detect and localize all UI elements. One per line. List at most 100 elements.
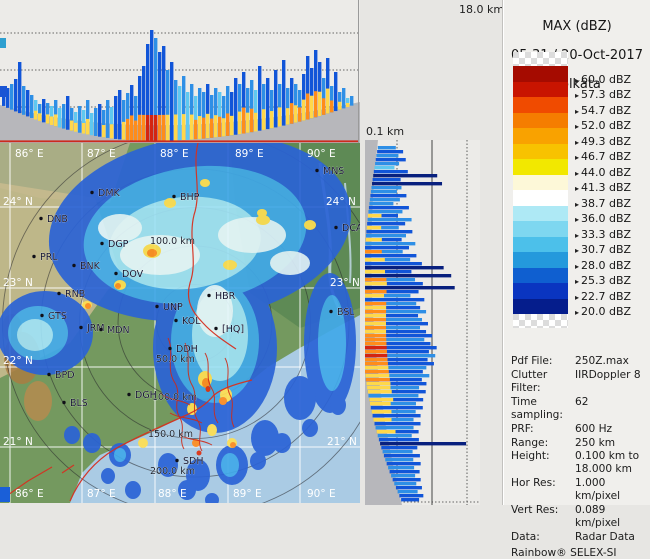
station-label: GTS (48, 311, 67, 322)
xsec-bar (98, 104, 101, 137)
station-dot (79, 326, 82, 329)
xsec-bar (262, 109, 265, 130)
lon-label: 86° E (15, 148, 44, 160)
xsec-bar (326, 89, 329, 114)
metadata-label: PRF: (511, 423, 575, 436)
range-ring-label: 100.0 km (150, 236, 195, 247)
xsec-bar (377, 430, 396, 433)
xsec-bar (381, 446, 417, 449)
station-dot (72, 264, 75, 267)
xsec-bar (258, 66, 261, 131)
legend-value-label: ▸57.3 dBZ (575, 88, 631, 101)
xsec-bar (375, 162, 399, 165)
lon-label: 89° E (235, 148, 264, 160)
xsec-bar (142, 115, 145, 141)
station-dot (62, 401, 65, 404)
xsec-bar (365, 302, 386, 305)
xsec-bar (368, 394, 418, 397)
xsec-bar (318, 92, 321, 116)
xsec-bar (222, 118, 225, 136)
legend-value-label: ▸25.3 dBZ (575, 274, 631, 287)
metadata-row: Height:0.100 km to 18.000 km (511, 450, 649, 476)
legend-row: ▸60.0 dBZ (513, 66, 649, 82)
station-dot (39, 217, 42, 220)
xsec-bar (290, 103, 293, 124)
xsec-bar (384, 454, 420, 457)
xsec-bar (114, 96, 117, 139)
metadata-row: Pdf File:250Z.max (511, 355, 649, 368)
xsec-bar (334, 72, 337, 111)
station-dot (168, 347, 171, 350)
lat-label: 23° N (330, 277, 360, 289)
xsec-bar (365, 346, 387, 349)
xsec-bar (46, 114, 49, 123)
xsec-bar (365, 366, 388, 369)
xsec-bar (365, 254, 416, 257)
station-label: DGH (135, 390, 157, 401)
xsec-bar (372, 182, 442, 185)
xsec-bar (90, 113, 93, 135)
xsec-bar (206, 114, 209, 138)
station-label: DNB (47, 214, 68, 225)
xsec-bar (368, 210, 402, 213)
legend-value-label: ▸33.3 dBZ (575, 228, 631, 241)
station-dot (334, 226, 337, 229)
legend-value-label: ▸52.0 dBZ (575, 119, 631, 132)
legend-swatch (513, 206, 568, 222)
xsec-bar (373, 414, 421, 417)
xsec-bar (266, 78, 269, 129)
legend-swatch (513, 82, 568, 98)
metadata-row: Data:Radar Data (511, 531, 649, 544)
lat-label: 24° N (3, 196, 33, 208)
xsec-bar (338, 102, 341, 110)
xsec-bar (369, 206, 409, 209)
station-dot (214, 327, 217, 330)
legend-swatch (513, 299, 568, 315)
xsec-bar (365, 354, 387, 357)
xsec-bar (134, 121, 137, 141)
xsec-bar (365, 298, 424, 301)
xsec-bar (365, 374, 389, 377)
station-dot (40, 314, 43, 317)
metadata-label: Time sampling: (511, 396, 575, 422)
station-label: RNB (65, 289, 85, 300)
xsec-bar (373, 178, 401, 181)
metadata-value: 62 (575, 396, 588, 422)
xsec-bar (314, 91, 317, 117)
xsec-bar (365, 270, 385, 273)
legend-value-label: ▸44.0 dBZ (575, 166, 631, 179)
station-dot (127, 393, 130, 396)
xsec-bar (369, 398, 393, 401)
lat-label: 22° N (3, 355, 33, 367)
xsec-bar (365, 258, 385, 261)
xsec-bar (365, 326, 386, 329)
color-scale-transparent-top (513, 52, 568, 66)
xsec-bar (365, 370, 389, 373)
xsec-bar (365, 338, 386, 341)
metadata-row: PRF:600 Hz (511, 423, 649, 436)
station-label: BHP (180, 192, 200, 203)
legend-swatch (513, 128, 568, 144)
xsec-bar (376, 154, 398, 157)
xsec-bar (370, 198, 400, 201)
range-ring-label: 150.0 km (148, 429, 193, 440)
xsec-bar (150, 115, 153, 141)
xsec-bar (370, 402, 391, 405)
station-label: BPD (55, 370, 75, 381)
ew-cross-section-plot (0, 0, 360, 143)
xsec-bar (218, 117, 221, 137)
xsec-bar (366, 378, 390, 381)
xsec-bar (210, 119, 213, 138)
ns-cross-section-panel (365, 140, 480, 505)
lon-label: 86° E (15, 488, 44, 500)
xsec-bar (162, 115, 165, 141)
station-label: SDH (183, 456, 204, 467)
station-dot (57, 292, 60, 295)
xsec-bar (365, 274, 451, 277)
legend-swatch (513, 252, 568, 268)
xsec-bar (368, 218, 412, 221)
xsec-bar (342, 88, 345, 108)
xsec-bar (396, 486, 422, 489)
product-name: MAX (dBZ) (503, 20, 650, 35)
